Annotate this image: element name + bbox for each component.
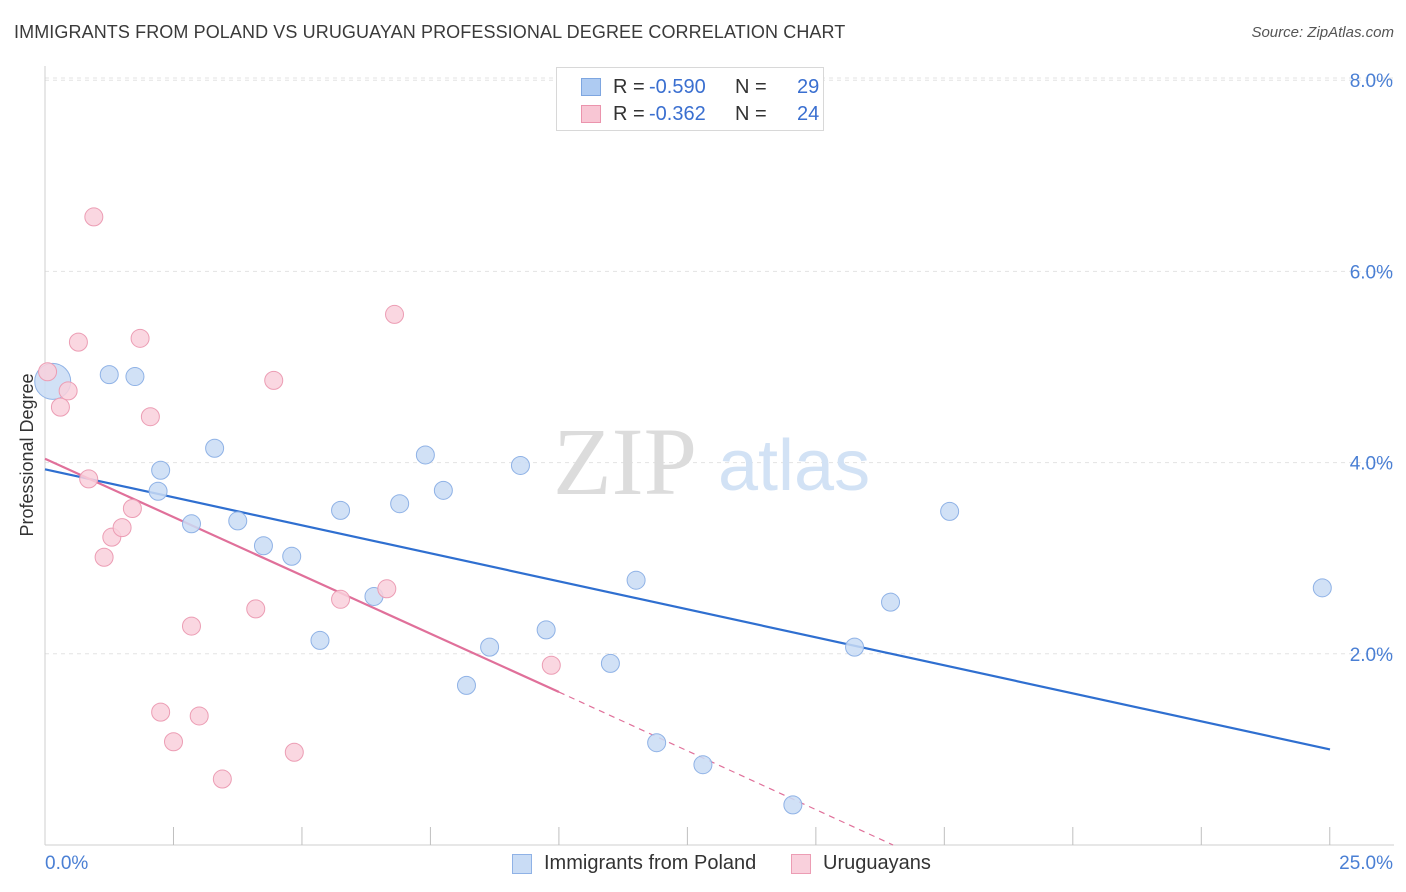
uruguayan-point [122, 498, 142, 518]
poland-swatch [581, 78, 601, 96]
x-tick-label: 25.0% [1339, 853, 1393, 874]
poland-point [148, 481, 168, 501]
chart-title: IMMIGRANTS FROM POLAND VS URUGUAYAN PROF… [14, 22, 846, 42]
poland-point [693, 755, 713, 775]
uruguayan-point [189, 706, 209, 726]
uruguayan-point [38, 362, 58, 382]
poland-point [600, 653, 620, 673]
poland-point [881, 592, 901, 612]
poland-point [536, 620, 556, 640]
uruguayan-point [84, 207, 104, 227]
uruguayan-point [164, 732, 183, 752]
source-label: Source: ZipAtlas.com [1251, 24, 1394, 41]
poland-point [456, 675, 476, 695]
poland-point [480, 637, 500, 657]
legend-label: Uruguayans [823, 852, 931, 874]
uruguayan-point [112, 518, 132, 538]
poland-point [1312, 578, 1332, 598]
uruguayan-point [58, 381, 78, 401]
r-value: -0.590 [649, 76, 706, 98]
stats-box: R = -0.590 N = 29 R = -0.362 N = 24 [556, 67, 824, 131]
y-axis-label: Professional Degree [17, 373, 37, 536]
poland-point [253, 536, 273, 556]
uruguayan-point [212, 769, 232, 789]
poland-point [783, 795, 803, 815]
uruguayan-point [181, 616, 201, 636]
uruguayan-point [50, 397, 70, 417]
uruguayan-trend-line [44, 457, 560, 694]
uruguayan-point [284, 742, 304, 762]
y-tick-label: 6.0% [1350, 262, 1393, 283]
uruguayan-point [264, 370, 284, 390]
trend-layer [44, 457, 1331, 846]
poland-trend-line [44, 468, 1331, 751]
uruguayans-legend-swatch [791, 854, 811, 874]
uruguayan-point [140, 407, 160, 427]
uruguayan-point [385, 304, 405, 324]
poland-point [151, 460, 171, 480]
points-layer [34, 207, 1332, 815]
uruguayan-point [541, 655, 561, 675]
n-label: N = [735, 76, 767, 98]
label-layer: 2.0% 4.0% 6.0% 8.0% 0.0% 25.0% Professional De… [17, 71, 1393, 874]
uruguayan-point [94, 547, 114, 567]
axis-layer [44, 66, 1394, 846]
x-tick-label: 0.0% [45, 853, 88, 874]
uruguayan-point [130, 328, 150, 348]
y-tick-label: 2.0% [1350, 645, 1393, 666]
poland-point [282, 546, 302, 566]
r-label: R = [613, 76, 645, 98]
uruguayan-trend-extension [558, 691, 894, 846]
poland-point [510, 455, 530, 475]
poland-point [205, 438, 225, 458]
poland-point [433, 480, 453, 500]
r-value: -0.362 [649, 103, 706, 125]
poland-point [331, 500, 351, 520]
uruguayan-point [331, 589, 351, 609]
uruguayan-point [246, 599, 266, 619]
poland-point [626, 570, 646, 590]
poland-point [181, 514, 201, 534]
legend-label: Immigrants from Poland [544, 852, 757, 874]
n-value: 24 [797, 103, 820, 125]
watermark-atlas: atlas [718, 426, 870, 506]
poland-point [415, 445, 435, 465]
y-tick-label: 4.0% [1350, 454, 1393, 475]
poland-legend-swatch [512, 854, 532, 874]
y-tick-label: 8.0% [1350, 71, 1393, 92]
poland-point [845, 637, 865, 657]
n-value: 29 [797, 76, 820, 98]
poland-point [310, 630, 330, 650]
n-label: N = [735, 103, 767, 125]
poland-point [940, 501, 960, 521]
uruguayan-point [68, 332, 88, 352]
uruguayan-point [79, 469, 99, 489]
r-label: R = [613, 103, 645, 125]
poland-point [647, 733, 667, 753]
watermark-zip: ZIP [553, 408, 697, 515]
uruguayan-point [377, 579, 397, 599]
poland-point [228, 511, 248, 531]
poland-point [390, 494, 410, 514]
poland-point [125, 367, 145, 387]
poland-point [99, 365, 119, 385]
uruguayan-point [151, 702, 171, 722]
grid-layer [45, 77, 1394, 655]
uruguayans-swatch [581, 105, 601, 123]
